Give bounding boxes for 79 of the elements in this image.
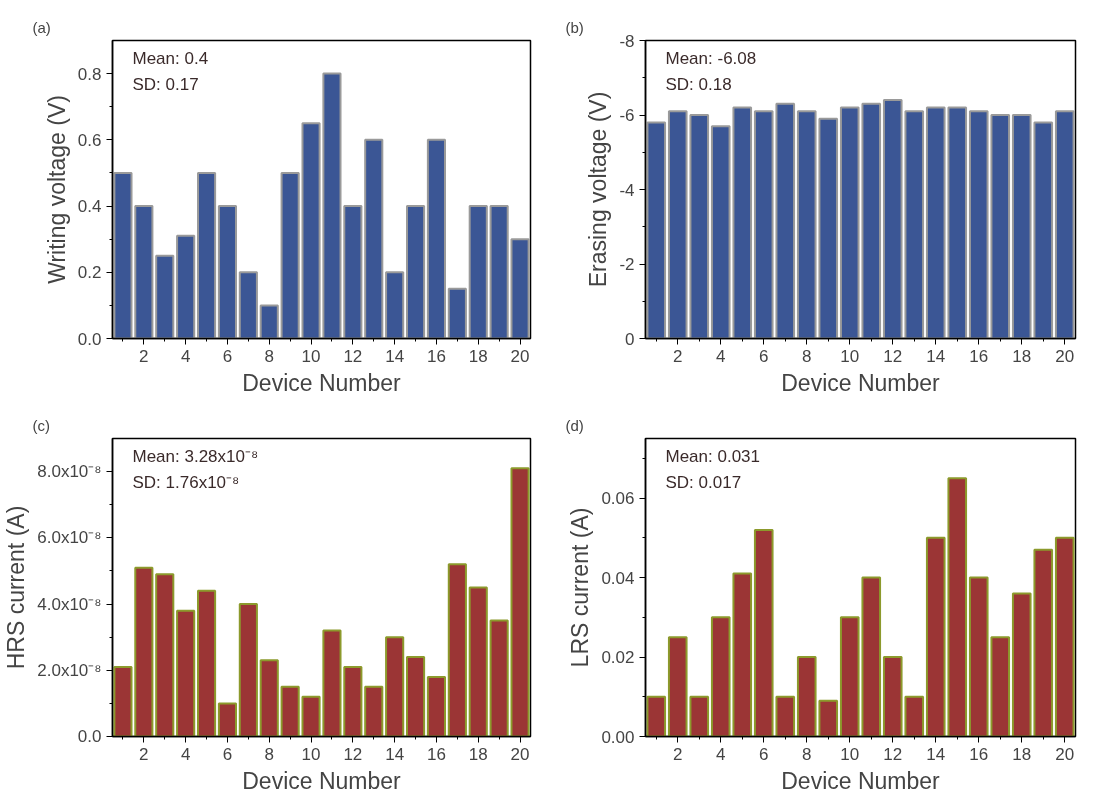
- x-tick-label: 6: [759, 744, 769, 764]
- x-tick-label: 18: [468, 346, 488, 366]
- x-tick-label: 20: [1055, 744, 1075, 764]
- x-tick-label: 2: [673, 744, 683, 764]
- x-axis-title: Device Number: [781, 369, 941, 396]
- x-tick-label: 6: [222, 744, 233, 764]
- y-tick-label: -8: [619, 31, 635, 51]
- chart-title: (c): [32, 416, 50, 434]
- y-tick-label: 0.4: [77, 197, 102, 217]
- annotation: Mean: -6.08: [665, 49, 757, 69]
- annotation: SD: 0.17: [132, 74, 199, 94]
- x-tick-label: 20: [510, 346, 530, 366]
- y-tick-label: 0.00: [601, 727, 635, 747]
- x-tick-label: 18: [1012, 744, 1032, 764]
- annotation: SD: 0.017: [665, 472, 742, 492]
- x-tick-label: 18: [1012, 346, 1032, 366]
- y-tick-label: 0.0: [77, 329, 102, 349]
- x-tick-label: 4: [180, 744, 191, 764]
- y-tick-label: 2.0x10⁻⁸: [37, 660, 102, 680]
- chart-title: (a): [32, 18, 51, 36]
- x-tick-label: 14: [926, 744, 946, 764]
- annotation: Mean: 0.4: [132, 49, 209, 69]
- x-tick-label: 10: [840, 346, 860, 366]
- x-axis-title: Device Number: [781, 767, 941, 794]
- x-tick-label: 2: [673, 346, 683, 366]
- x-tick-label: 16: [969, 346, 989, 366]
- y-tick-label: 4.0x10⁻⁸: [37, 594, 102, 614]
- chart-title: (d): [565, 416, 584, 434]
- y-tick-label: -2: [619, 255, 635, 274]
- y-tick-label: 0.04: [601, 568, 635, 588]
- x-tick-label: 2: [139, 346, 149, 366]
- annotation: SD: 0.18: [665, 74, 732, 94]
- annotation: Mean: 0.031: [665, 447, 761, 467]
- x-tick-label: 6: [759, 346, 769, 366]
- y-tick-label: 8.0x10⁻⁸: [37, 462, 102, 482]
- x-tick-label: 12: [343, 346, 363, 366]
- x-tick-label: 18: [468, 744, 488, 764]
- y-tick-label: 0.02: [601, 648, 635, 668]
- x-tick-label: 12: [343, 744, 363, 764]
- y-tick-label: 0.8: [77, 64, 102, 84]
- annotation: Mean: 3.28x10⁻⁸: [132, 447, 259, 467]
- y-axis-title: Writing voltage (V): [43, 95, 70, 284]
- annotation: SD: 1.76x10⁻⁸: [132, 472, 240, 492]
- x-tick-label: 6: [222, 346, 233, 366]
- x-tick-label: 16: [427, 346, 446, 366]
- x-tick-label: 8: [802, 744, 812, 764]
- y-axis-title: LRS current (A): [567, 507, 594, 668]
- y-tick-label: 0.2: [77, 263, 102, 283]
- y-tick-label: 6.0x10⁻⁸: [37, 528, 102, 548]
- y-tick-label: 0.6: [77, 130, 102, 150]
- x-tick-label: 10: [301, 744, 321, 764]
- y-tick-label: -6: [619, 106, 635, 125]
- x-tick-label: 4: [716, 346, 726, 366]
- x-tick-label: 10: [840, 744, 860, 764]
- x-tick-label: 8: [264, 744, 274, 764]
- x-tick-label: 8: [802, 346, 812, 366]
- x-tick-label: 10: [301, 346, 321, 366]
- x-tick-label: 14: [385, 346, 405, 366]
- x-tick-label: 16: [969, 744, 989, 764]
- y-tick-label: -4: [619, 180, 635, 200]
- x-tick-label: 20: [510, 744, 530, 764]
- x-tick-label: 2: [139, 744, 149, 764]
- y-tick-label: 0: [625, 329, 635, 349]
- y-axis-title: HRS current (A): [3, 505, 30, 670]
- x-tick-label: 8: [264, 346, 274, 366]
- y-axis-title: Erasing voltage (V): [585, 91, 612, 288]
- x-tick-label: 12: [883, 346, 903, 366]
- chart-title: (b): [565, 18, 584, 36]
- x-tick-label: 14: [926, 346, 946, 366]
- x-axis-title: Device Number: [242, 369, 402, 396]
- y-tick-label: 0.06: [601, 489, 635, 509]
- x-tick-label: 16: [427, 744, 446, 764]
- x-tick-label: 4: [180, 346, 191, 366]
- x-tick-label: 4: [716, 744, 726, 764]
- y-tick-label: 0.0: [77, 727, 102, 746]
- x-axis-title: Device Number: [242, 767, 402, 794]
- x-tick-label: 12: [883, 744, 903, 764]
- x-tick-label: 14: [385, 744, 405, 764]
- x-tick-label: 20: [1055, 346, 1075, 366]
